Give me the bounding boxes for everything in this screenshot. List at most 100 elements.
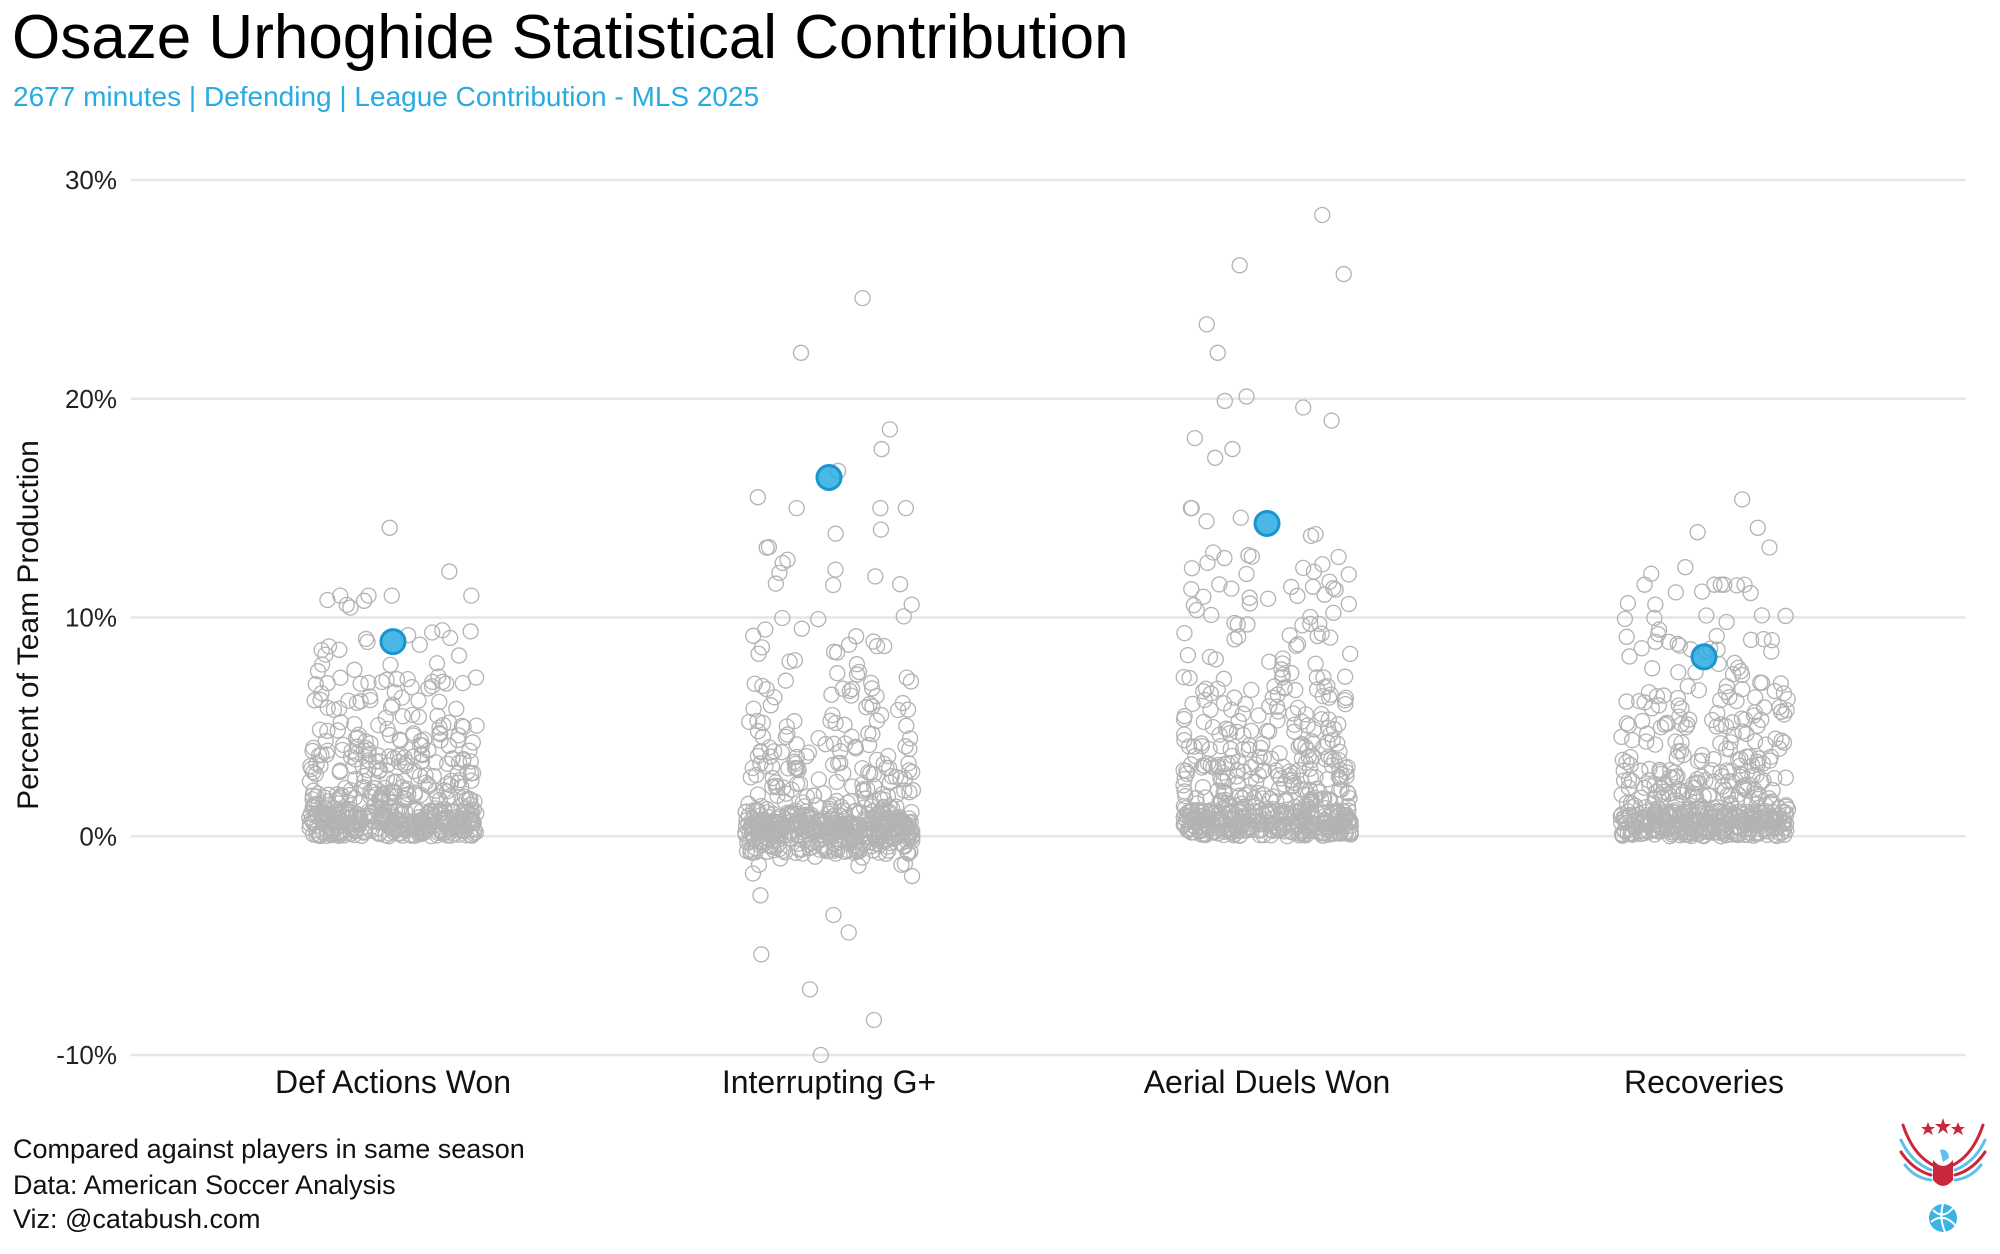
population-point [455, 718, 472, 736]
population-point [777, 672, 794, 689]
population-point [751, 823, 768, 840]
population-point [1755, 630, 1772, 648]
population-point [1176, 732, 1193, 749]
population-point [1321, 573, 1338, 590]
population-point [758, 804, 776, 821]
population-point [789, 835, 807, 852]
caption-comparison: Compared against players in same season [13, 1134, 525, 1164]
population-point [1631, 692, 1648, 710]
population-point [1313, 705, 1330, 723]
population-point [764, 758, 781, 775]
population-point-outlier [873, 440, 890, 458]
population-point [1650, 697, 1667, 714]
population-point-outlier [1761, 539, 1778, 556]
population-point [1623, 824, 1640, 842]
population-point-outlier [792, 344, 810, 361]
population-point [777, 728, 795, 746]
population-point [768, 821, 785, 838]
population-point-outlier [825, 906, 842, 924]
population-point [765, 743, 783, 760]
population-point [767, 777, 784, 794]
population-point [1773, 703, 1790, 720]
population-point [1315, 669, 1332, 686]
population-point [1289, 636, 1307, 653]
population-point [1643, 814, 1660, 831]
population-point [1243, 681, 1260, 699]
population-point [1695, 788, 1712, 805]
population-point [1636, 576, 1653, 593]
population-point [1188, 602, 1205, 619]
population-point [360, 752, 377, 769]
population-point [874, 785, 891, 803]
population-point [1333, 813, 1350, 831]
population-point [1261, 653, 1278, 670]
population-point [1656, 716, 1673, 733]
population-point [835, 765, 852, 782]
population-point [840, 636, 858, 653]
population-point [382, 699, 400, 716]
population-point [1778, 798, 1795, 815]
population-point [1184, 695, 1201, 713]
population-point [1775, 685, 1793, 702]
population-point [346, 771, 364, 788]
population-point [1647, 633, 1664, 650]
population-point [1272, 805, 1290, 822]
population-point [331, 641, 348, 658]
population-point [1646, 609, 1663, 627]
population-point [1176, 783, 1193, 800]
population-point [462, 753, 479, 770]
population-point [396, 782, 414, 799]
population-point [1776, 826, 1793, 843]
population-point [847, 740, 864, 757]
population-point [319, 675, 336, 692]
population-point [1259, 590, 1277, 607]
population-point [810, 730, 827, 747]
chart-title: Osaze Urhoghide Statistical Contribution [12, 3, 1129, 72]
population-point [1732, 663, 1750, 680]
y-tick-label: 10% [65, 603, 117, 633]
population-point [1302, 527, 1320, 544]
population-point [1340, 566, 1357, 583]
population-point [1205, 824, 1222, 841]
population-point [1746, 785, 1763, 802]
population-point [1205, 759, 1222, 776]
population-point [1757, 814, 1775, 831]
population-point [370, 716, 387, 734]
population-point [436, 800, 453, 818]
population-point [464, 734, 481, 751]
population-point-outlier [1677, 559, 1694, 576]
population-point [903, 803, 920, 821]
population-point [1262, 750, 1280, 767]
population-point [344, 819, 361, 837]
population-point [383, 587, 400, 604]
population-point [1281, 763, 1298, 780]
population-point [903, 867, 921, 885]
population-point [1613, 825, 1631, 843]
population-point [863, 674, 880, 692]
eagle-soccer-ball-logo [1899, 1118, 1987, 1233]
population-point [382, 817, 399, 835]
population-point [904, 782, 922, 799]
population-point [1319, 678, 1336, 695]
population-point [855, 799, 873, 816]
population-point [897, 499, 915, 517]
population-point [865, 633, 882, 650]
population-point [356, 773, 373, 790]
population-point [788, 499, 805, 517]
population-point [439, 755, 456, 772]
population-point [352, 675, 369, 692]
population-point [342, 748, 360, 766]
population-point [1176, 815, 1194, 833]
population-point [313, 746, 330, 764]
population-point [876, 637, 893, 655]
population-point [859, 780, 876, 798]
population-point [827, 815, 845, 832]
population-point [892, 576, 909, 593]
population-point [427, 754, 444, 771]
population-point [1292, 780, 1310, 798]
population-point-outlier [1314, 206, 1331, 224]
population-point [835, 817, 853, 835]
population-point [450, 754, 468, 771]
population-point [434, 622, 451, 639]
population-point [1620, 717, 1638, 734]
